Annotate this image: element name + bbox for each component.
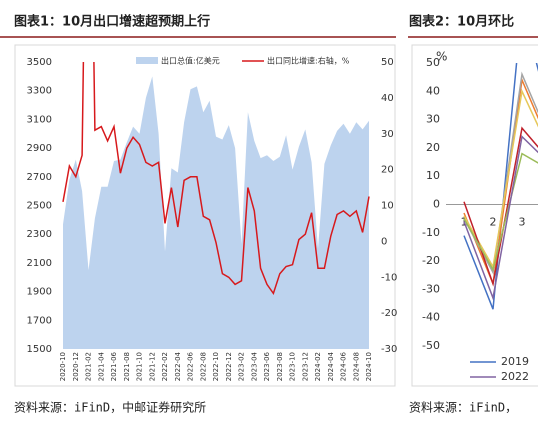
y2-tick-label: -10 <box>381 272 397 283</box>
x-tick-label: 2023-04 <box>250 351 258 381</box>
y-tick-label: -50 <box>422 339 440 352</box>
y-tick-label: 3300 <box>27 86 52 97</box>
y-tick-label: 3100 <box>27 114 52 125</box>
source: 资料来源：iFinD， <box>409 401 517 415</box>
x-tick-label: 2021-10 <box>136 352 144 381</box>
y-tick-label: 0 <box>433 198 440 211</box>
line <box>463 126 538 287</box>
y-tick-label: 40 <box>426 84 440 97</box>
x-tick-label: 2024-10 <box>365 352 373 381</box>
x-tick-label: 2021-12 <box>148 352 156 381</box>
x-tick-label: 2024-08 <box>352 352 360 381</box>
legend-label: 2022 <box>501 370 529 383</box>
y-tick-label: 10 <box>426 169 440 182</box>
y-axis-label: % <box>436 50 447 64</box>
y-tick-label: -40 <box>422 311 440 324</box>
y-tick-label: 1700 <box>27 315 52 326</box>
y-tick-label: 2700 <box>27 172 52 183</box>
y-tick-label: -30 <box>422 282 440 295</box>
x-tick-label: 2021-04 <box>97 351 105 381</box>
y-tick-label: -20 <box>422 254 440 267</box>
y2-tick-label: -30 <box>381 344 397 355</box>
line <box>463 135 538 301</box>
x-tick-label: 2020-10 <box>59 352 67 381</box>
x-tick-label: 2021-06 <box>110 351 118 381</box>
x-tick-label: 2023-06 <box>263 351 271 381</box>
y2-tick-label: -20 <box>381 308 397 319</box>
x-tick-label: 2021-02 <box>85 352 93 381</box>
line <box>463 152 538 272</box>
x-tick-label: 2024-02 <box>314 352 322 381</box>
y2-tick-label: 40 <box>381 93 394 104</box>
y2-tick-label: 20 <box>381 165 394 176</box>
x-tick-label: 2021-08 <box>123 352 131 381</box>
y2-tick-label: 10 <box>381 201 394 212</box>
x-tick-label: 2023-10 <box>289 352 297 381</box>
chart-title: 图表2：10月环比 <box>409 14 514 30</box>
y-tick-label: 2100 <box>27 258 52 269</box>
y2-tick-label: 0 <box>381 236 387 247</box>
y2-tick-label: 30 <box>381 129 394 140</box>
line <box>62 62 370 296</box>
x-tick-label: 2022-12 <box>225 352 233 381</box>
y-tick-label: 50 <box>426 56 440 69</box>
x-tick-label: 2023-08 <box>276 352 284 381</box>
source: 资料来源：iFinD，中邮证券研究所 <box>14 400 206 415</box>
y-tick-label: -10 <box>422 226 440 239</box>
y-tick-label: 20 <box>426 141 440 154</box>
y2-tick-label: 50 <box>381 57 394 68</box>
x-tick-label: 2024-06 <box>340 351 348 381</box>
y-tick-label: 1900 <box>27 287 52 298</box>
x-tick-label: 2024-04 <box>327 351 335 381</box>
legend-label: 出口总值:亿美元 <box>161 56 220 66</box>
plot <box>463 63 538 310</box>
x-tick-label: 2023-02 <box>238 352 246 381</box>
plot <box>62 62 370 349</box>
chart-title: 图表1：10月出口增速超预期上行 <box>14 14 210 30</box>
x-tick-label: 2022-06 <box>187 351 195 381</box>
chart-frame <box>14 44 396 387</box>
area <box>63 76 369 349</box>
x-tick-label: 2022-02 <box>161 352 169 381</box>
chart-frame <box>411 44 538 387</box>
legend-label: 出口同比增速:右轴，% <box>267 56 350 66</box>
y-tick-label: 2300 <box>27 229 52 240</box>
legend-label: 2019 <box>501 355 529 368</box>
x-tick-label: 2023-12 <box>301 352 309 381</box>
x-tick-label: 2022-04 <box>174 351 182 381</box>
legend-swatch <box>136 57 158 64</box>
x-tick-label: 2022-10 <box>212 352 220 381</box>
x-tick-label: 3 <box>519 216 526 229</box>
x-tick-label: 2020-12 <box>72 352 80 381</box>
x-tick-label: 2 <box>490 216 497 229</box>
y-tick-label: 1500 <box>27 344 52 355</box>
y-tick-label: 2900 <box>27 143 52 154</box>
y-tick-label: 2500 <box>27 201 52 212</box>
y-tick-label: 3500 <box>27 57 52 68</box>
line <box>463 63 538 310</box>
x-tick-label: 2022-08 <box>199 352 207 381</box>
y-tick-label: 30 <box>426 113 440 126</box>
